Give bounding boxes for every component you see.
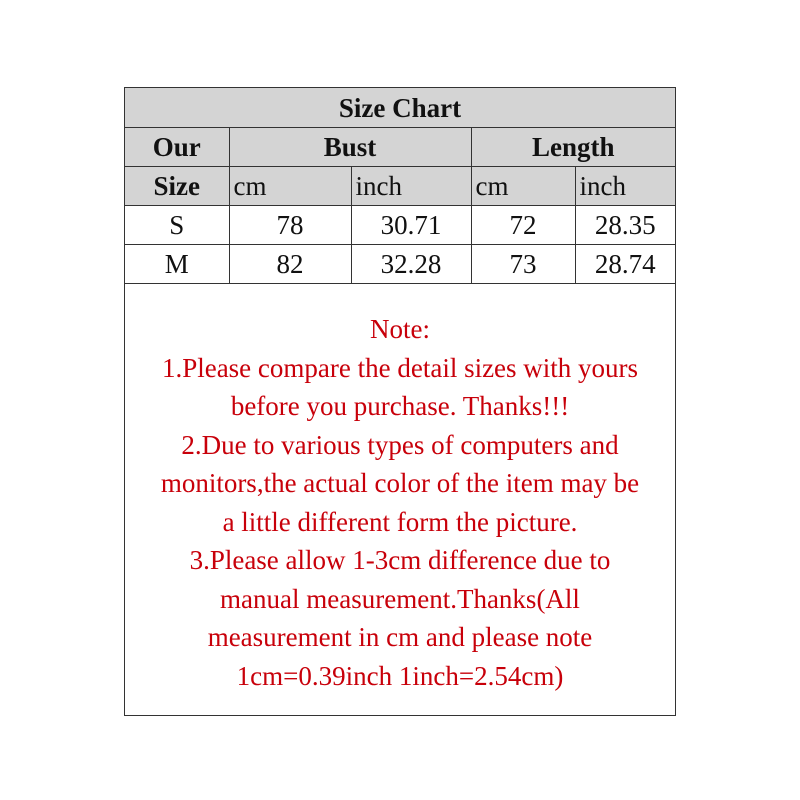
bust-inch-header: inch [350,166,472,206]
note-line: before you purchase. Thanks!!! [230,391,570,421]
length-cm-header: cm [470,166,576,206]
size-table: Size Chart Our Bust Length Size cm inch … [125,88,675,284]
bust-cm-cell: 78 [228,205,352,245]
table-row: S 78 30.71 72 28.35 [125,205,675,245]
bust-inch-cell: 32.28 [350,244,472,284]
note-heading: Note: [370,314,430,344]
length-cm-cell: 72 [470,205,576,245]
length-inch-cell: 28.74 [574,244,675,284]
length-inch-header: inch [574,166,675,206]
table-row: M 82 32.28 73 28.74 [125,244,675,284]
bust-header: Bust [228,127,472,167]
size-cell: M [125,244,230,284]
size-cell: S [125,205,230,245]
title-row: Size Chart [125,88,675,128]
size-header-top: Our [125,127,230,167]
note-line: 3.Please allow 1-3cm difference due to [189,545,611,575]
bust-cm-cell: 82 [228,244,352,284]
note-line: monitors,the actual color of the item ma… [160,468,640,498]
bust-cm-header: cm [228,166,352,206]
chart-title: Size Chart [125,88,675,128]
note-line: measurement in cm and please note [207,622,593,652]
header-row-groups: Our Bust Length [125,127,675,167]
length-inch-cell: 28.35 [574,205,675,245]
header-row-units: Size cm inch cm inch [125,166,675,206]
bust-inch-cell: 30.71 [350,205,472,245]
note-line: 1cm=0.39inch 1inch=2.54cm) [236,660,564,691]
note-line: 2.Due to various types of computers and [181,429,619,460]
note-line: 1.Please compare the detail sizes with y… [161,352,639,383]
note-line: manual measurement.Thanks(All [220,583,580,614]
note-line: a little different form the picture. [222,506,578,537]
size-header-bottom: Size [125,166,230,206]
size-chart: Size Chart Our Bust Length Size cm inch … [124,87,676,716]
note-section: Note: 1.Please compare the detail sizes … [125,284,675,695]
length-header: Length [470,127,675,167]
length-cm-cell: 73 [470,244,576,284]
